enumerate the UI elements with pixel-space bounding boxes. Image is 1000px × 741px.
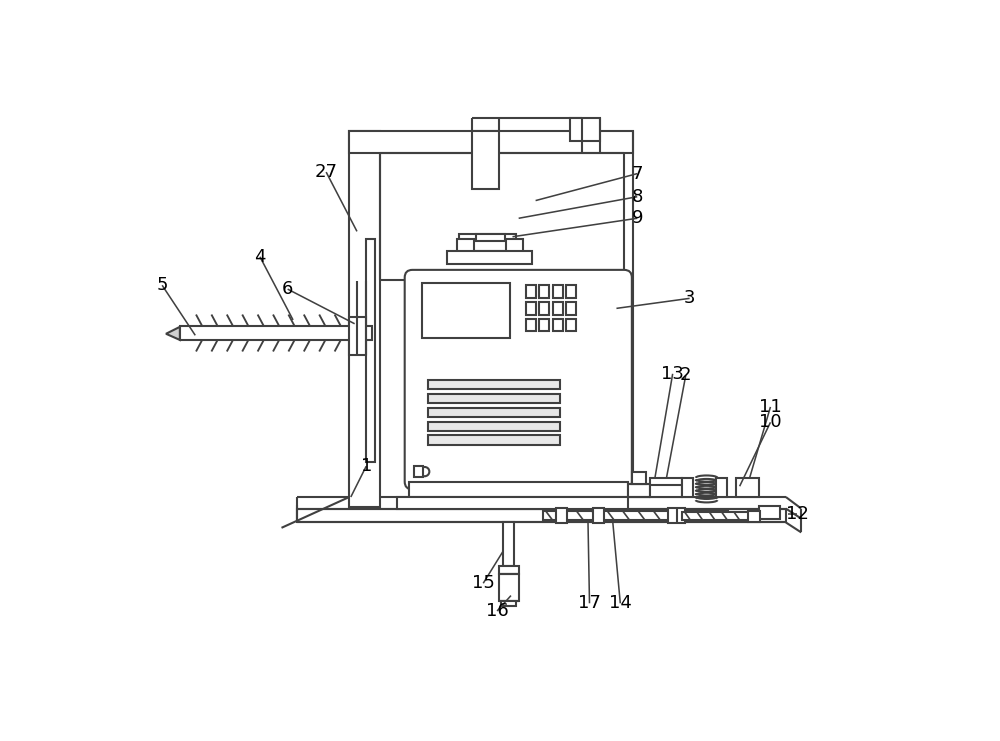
- Bar: [476, 233, 505, 242]
- Bar: [526, 319, 536, 331]
- Bar: [539, 285, 549, 298]
- Bar: [428, 393, 560, 403]
- Bar: [682, 513, 751, 520]
- Text: 11: 11: [759, 398, 782, 416]
- Bar: [566, 319, 576, 331]
- Bar: [748, 511, 760, 522]
- Bar: [428, 422, 560, 431]
- Text: 2: 2: [680, 366, 692, 385]
- Bar: [472, 131, 499, 189]
- Text: 27: 27: [315, 163, 338, 181]
- Bar: [366, 239, 375, 462]
- Text: 14: 14: [609, 594, 632, 612]
- Bar: [349, 131, 633, 153]
- Bar: [543, 511, 728, 520]
- Bar: [539, 319, 549, 331]
- Bar: [759, 506, 780, 519]
- Text: 17: 17: [578, 594, 601, 612]
- Bar: [457, 239, 474, 253]
- Circle shape: [503, 588, 514, 599]
- Bar: [501, 601, 516, 605]
- Bar: [428, 380, 560, 389]
- Bar: [499, 574, 519, 601]
- Bar: [409, 482, 628, 497]
- Bar: [570, 118, 600, 142]
- Bar: [397, 497, 628, 508]
- Text: 6: 6: [282, 280, 293, 298]
- Polygon shape: [166, 327, 180, 340]
- Bar: [180, 326, 372, 340]
- Bar: [499, 566, 519, 574]
- Text: 3: 3: [684, 289, 695, 308]
- Text: 8: 8: [632, 187, 643, 206]
- Bar: [422, 283, 510, 339]
- Bar: [428, 436, 560, 445]
- Text: 12: 12: [786, 505, 809, 523]
- Bar: [459, 233, 516, 250]
- Bar: [682, 478, 693, 497]
- Bar: [526, 285, 536, 298]
- Circle shape: [420, 467, 429, 476]
- Bar: [628, 484, 650, 497]
- Bar: [503, 522, 514, 566]
- Bar: [447, 250, 532, 265]
- Bar: [553, 285, 563, 298]
- Bar: [593, 508, 604, 523]
- Text: 5: 5: [156, 276, 168, 294]
- Bar: [556, 508, 567, 523]
- Bar: [553, 302, 563, 314]
- Text: 1: 1: [361, 457, 372, 475]
- Bar: [526, 302, 536, 314]
- Bar: [539, 302, 549, 314]
- Bar: [632, 472, 646, 484]
- Bar: [650, 478, 682, 497]
- Text: 15: 15: [472, 574, 495, 592]
- Bar: [566, 302, 576, 314]
- Bar: [297, 508, 786, 522]
- Bar: [414, 466, 423, 477]
- Bar: [553, 319, 563, 331]
- Bar: [349, 317, 366, 356]
- Bar: [716, 478, 727, 497]
- Text: 13: 13: [661, 365, 684, 383]
- FancyBboxPatch shape: [405, 270, 632, 489]
- Bar: [736, 478, 759, 497]
- Text: 7: 7: [631, 165, 643, 182]
- Text: 16: 16: [486, 602, 508, 620]
- Bar: [566, 285, 576, 298]
- Text: 9: 9: [631, 209, 643, 227]
- Bar: [428, 408, 560, 417]
- Bar: [506, 239, 523, 253]
- Circle shape: [503, 575, 514, 585]
- Bar: [349, 131, 380, 507]
- Text: 4: 4: [254, 247, 266, 266]
- Bar: [668, 508, 685, 523]
- Text: 10: 10: [759, 413, 782, 431]
